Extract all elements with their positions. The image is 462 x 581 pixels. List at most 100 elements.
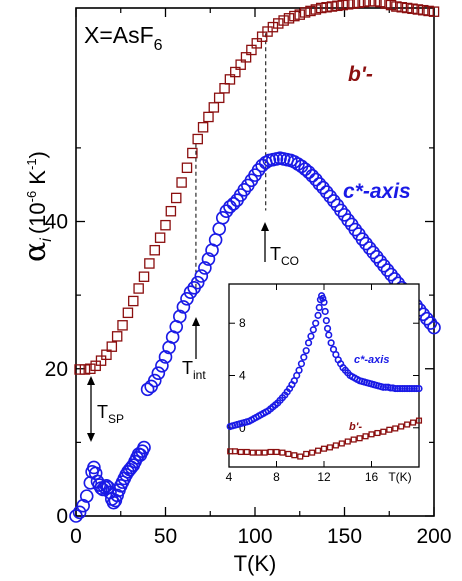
- inset-b-prime-point: [279, 449, 286, 456]
- b-prime-point: [208, 102, 220, 113]
- inset-series-label-c-axis: c*-axis: [354, 354, 389, 366]
- c-axis-point: [198, 261, 212, 275]
- c-axis-point: [319, 185, 334, 199]
- inset-series-b-prime-markers: [227, 417, 423, 460]
- transition-guide-lines: [195, 33, 267, 291]
- inset-c-axis-point: [314, 311, 322, 319]
- inset-b-prime-point: [368, 431, 375, 438]
- b-prime-point: [375, 0, 386, 8]
- c-axis-point: [355, 232, 370, 246]
- c-axis-point: [323, 189, 337, 204]
- series-label-b-prime: b'-: [348, 63, 373, 86]
- b-prime-point: [95, 355, 107, 366]
- inset-b-prime-point: [410, 419, 417, 426]
- c-axis-point: [369, 250, 384, 264]
- c-axis-point: [140, 382, 155, 397]
- c-axis-point: [208, 233, 223, 247]
- inset-b-prime-point: [404, 421, 411, 428]
- inset-b-prime-point: [231, 448, 238, 455]
- b-prime-point: [181, 162, 193, 174]
- c-axis-point: [173, 309, 187, 324]
- c-axis-point: [380, 263, 395, 277]
- inset-x-ticks: 4 8 12 16: [226, 284, 379, 484]
- inset-c-axis-point: [295, 366, 303, 374]
- inset-c-axis-point: [297, 360, 306, 368]
- inset-x-axis-label: T(K): [388, 470, 411, 484]
- c-axis-point: [99, 479, 114, 493]
- inset-b-prime-point: [362, 433, 369, 440]
- b-prime-point: [412, 4, 424, 15]
- inset-c-axis-point: [322, 317, 330, 325]
- b-prime-point: [240, 52, 252, 63]
- inset-series-label-b-prime: b'-: [349, 421, 362, 433]
- b-prime-point: [101, 349, 112, 361]
- c-axis-point: [176, 300, 191, 314]
- c-axis-point: [334, 203, 348, 218]
- c-axis-point: [76, 498, 90, 513]
- b-prime-point: [133, 283, 144, 294]
- chart-title: X=AsF6: [84, 22, 163, 54]
- c-axis-point: [312, 177, 327, 191]
- y-axis-label: αi(10-6 K-1): [18, 151, 55, 262]
- inset-c-axis-point: [405, 384, 414, 393]
- inset-c-axis-point: [403, 384, 411, 393]
- inset-b-prime-point: [291, 452, 298, 459]
- b-prime-point: [385, 0, 397, 11]
- inset-b-prime-point: [273, 448, 280, 456]
- inset-c-axis-point: [379, 383, 387, 391]
- c-axis-point: [226, 197, 241, 211]
- b-prime-point: [85, 363, 96, 375]
- inset-c-axis-point: [327, 339, 335, 347]
- inset-c-axis-point: [325, 331, 333, 339]
- inset-b-prime-point: [267, 448, 274, 456]
- inset-b-prime-point: [249, 449, 256, 456]
- inset-y-tick-label: 0: [239, 421, 246, 435]
- x-tick-label: 200: [416, 525, 451, 548]
- inset-c-axis-point: [307, 332, 315, 340]
- b-prime-point: [235, 59, 246, 70]
- inset-x-tick-label: 12: [317, 470, 331, 484]
- inset-c-axis-point: [312, 319, 320, 327]
- b-prime-point: [326, 1, 338, 12]
- c-axis-point: [384, 267, 398, 282]
- c-axis-point: [377, 258, 391, 273]
- tint-label: Tint: [182, 358, 206, 382]
- tco-annotation: TCO: [261, 222, 299, 268]
- inset-x-tick-label: 16: [365, 470, 379, 484]
- inset-b-prime-point: [243, 448, 250, 456]
- c-axis-point: [106, 495, 121, 510]
- x-tick-label: 100: [237, 525, 272, 548]
- inset-c-axis-point: [391, 384, 399, 393]
- inset-b-prime-point: [350, 436, 357, 443]
- inset-c-axis-point: [309, 326, 317, 334]
- c-axis-point: [423, 316, 438, 330]
- inset-x-tick-label: 8: [273, 470, 280, 484]
- inset-c-axis-point: [321, 307, 329, 316]
- b-prime-point: [122, 307, 134, 319]
- tco-label: TCO: [270, 244, 299, 268]
- inset-c-axis-point: [300, 353, 308, 361]
- inset-b-prime-point: [338, 440, 345, 447]
- b-prime-point: [74, 364, 85, 375]
- inset-c-axis-point: [320, 298, 328, 306]
- inset-series-c-axis-markers: [226, 292, 423, 431]
- inset-b-prime-point: [326, 444, 333, 451]
- b-prime-point: [358, 0, 370, 8]
- c-axis-point: [158, 350, 173, 364]
- inset-b-prime-point: [380, 428, 387, 435]
- b-prime-point: [246, 44, 257, 56]
- c-axis-point: [155, 359, 169, 373]
- inset-c-axis-point: [408, 384, 416, 393]
- b-prime-point: [423, 5, 434, 17]
- main-x-ticks: 0 50 100 150 200: [70, 8, 452, 548]
- b-prime-point: [294, 9, 305, 20]
- inset-c-axis-point: [410, 384, 418, 393]
- c-axis-point: [237, 183, 252, 197]
- inset-c-axis-point: [319, 294, 327, 302]
- tsp-annotation: TSP: [87, 376, 124, 442]
- inset-b-prime-point: [320, 445, 328, 452]
- b-prime-point: [176, 177, 187, 188]
- c-axis-point: [341, 213, 355, 227]
